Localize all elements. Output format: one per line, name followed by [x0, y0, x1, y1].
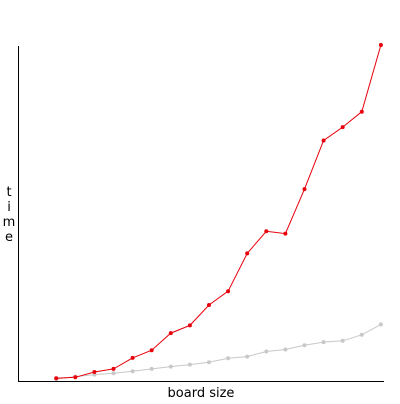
data-point: [340, 338, 345, 343]
data-point: [245, 251, 250, 256]
series-1: [54, 43, 383, 381]
data-point: [245, 354, 250, 359]
series-line: [56, 44, 382, 379]
data-point: [149, 366, 154, 371]
x-axis-label: board size: [168, 386, 235, 400]
series-line: [56, 323, 382, 380]
y-axis-label-char: e: [5, 230, 13, 245]
data-point: [92, 370, 97, 374]
data-point: [264, 349, 269, 354]
data-point: [111, 371, 116, 376]
axes: [18, 46, 384, 382]
data-point: [168, 364, 173, 369]
data-point: [264, 229, 269, 234]
data-point: [378, 43, 383, 47]
y-axis-label-char: t: [6, 185, 11, 200]
data-point: [226, 289, 231, 294]
data-point: [73, 375, 78, 380]
data-point: [187, 362, 192, 367]
data-point: [340, 125, 345, 130]
data-point: [359, 332, 364, 337]
data-point: [321, 340, 326, 345]
data-point: [378, 322, 383, 327]
data-point: [321, 138, 326, 143]
series-2: [54, 322, 383, 381]
data-point: [130, 355, 135, 360]
y-axis-label-char: m: [3, 215, 16, 230]
data-point: [302, 343, 307, 348]
data-point: [187, 323, 192, 328]
data-point: [168, 331, 173, 336]
data-point: [207, 303, 211, 307]
data-point: [283, 347, 288, 352]
data-point: [207, 360, 211, 365]
data-point: [283, 231, 288, 236]
data-point: [302, 187, 307, 192]
data-point: [54, 376, 59, 381]
series-layer: [54, 43, 383, 381]
data-point: [130, 369, 135, 374]
data-point: [359, 109, 364, 114]
data-point: [226, 356, 231, 361]
data-point: [111, 366, 116, 371]
y-axis-label-char: i: [7, 200, 11, 215]
data-point: [149, 348, 154, 353]
